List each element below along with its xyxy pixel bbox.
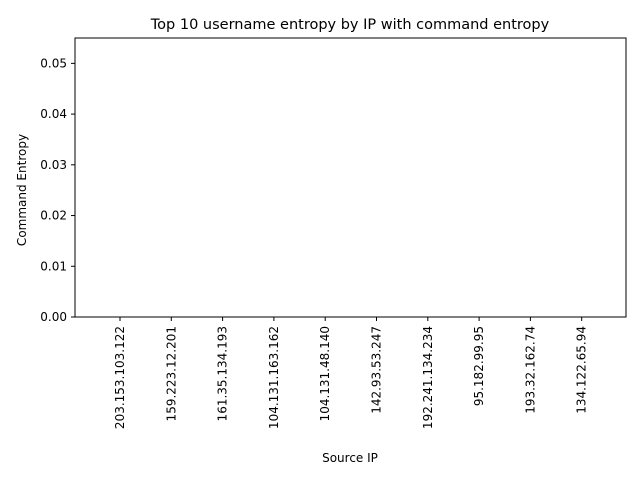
y-tick-label: 0.02: [40, 209, 67, 223]
x-tick-label: 203.153.103.122: [113, 326, 127, 429]
x-tick-label: 161.35.134.193: [216, 326, 230, 421]
y-tick-label: 0.04: [40, 107, 67, 121]
y-tick-label: 0.00: [40, 310, 67, 324]
x-axis-label: Source IP: [322, 451, 378, 465]
x-tick-label: 193.32.162.74: [523, 326, 537, 414]
plot-frame: [74, 37, 627, 318]
y-axis-label: Command Entropy: [15, 134, 29, 246]
y-tick-label: 0.05: [40, 56, 67, 70]
y-tick-label: 0.01: [40, 259, 67, 273]
x-tick-label: 134.122.65.94: [575, 326, 589, 414]
x-tick-label: 142.93.53.247: [370, 326, 384, 414]
x-tick-label: 104.131.48.140: [318, 326, 332, 421]
chart-title: Top 10 username entropy by IP with comma…: [150, 17, 550, 33]
y-tick-label: 0.03: [40, 158, 67, 172]
plot-area: 0.00 0.01 0.02 0.03 0.04 0.05 203.153.103.122 1…: [40, 56, 588, 429]
x-tick-label: 104.131.163.162: [267, 326, 281, 429]
x-tick-label: 95.182.99.95: [472, 326, 486, 406]
x-tick-label: 159.223.12.201: [164, 326, 178, 421]
x-tick-label: 192.241.134.234: [421, 326, 435, 429]
